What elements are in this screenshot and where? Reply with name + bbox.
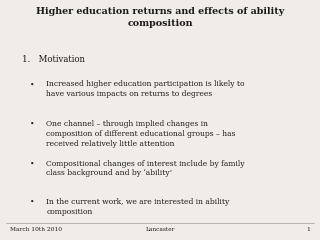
Text: •: • [30, 80, 34, 88]
Text: Compositional changes of interest include by family
class background and by ‘abi: Compositional changes of interest includ… [46, 160, 245, 177]
Text: •: • [30, 160, 34, 168]
Text: 1: 1 [307, 227, 310, 232]
Text: Higher education returns and effects of ability
composition: Higher education returns and effects of … [36, 7, 284, 28]
Text: March 10th 2010: March 10th 2010 [10, 227, 61, 232]
Text: In the current work, we are interested in ability
composition: In the current work, we are interested i… [46, 198, 230, 216]
Text: •: • [30, 120, 34, 128]
Text: One channel – through implied changes in
composition of different educational gr: One channel – through implied changes in… [46, 120, 236, 148]
Text: 1.   Motivation: 1. Motivation [22, 55, 85, 64]
Text: Increased higher education participation is likely to
have various impacts on re: Increased higher education participation… [46, 80, 245, 98]
Text: •: • [30, 198, 34, 206]
Text: Lancaster: Lancaster [145, 227, 175, 232]
